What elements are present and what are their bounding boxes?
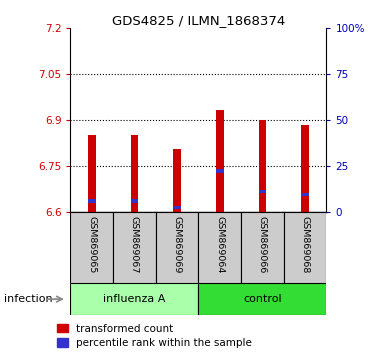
Text: infection: infection — [4, 294, 52, 304]
Bar — [173, 149, 181, 212]
Bar — [113, 212, 156, 283]
Text: GSM869064: GSM869064 — [215, 216, 224, 273]
Bar — [216, 169, 224, 172]
Bar — [173, 206, 181, 209]
Bar — [301, 193, 309, 196]
Bar — [88, 135, 96, 212]
Text: GSM869069: GSM869069 — [173, 216, 182, 273]
Bar — [131, 135, 138, 212]
Text: GSM869066: GSM869066 — [258, 216, 267, 273]
Bar — [241, 212, 284, 283]
Bar — [216, 110, 224, 212]
Text: influenza A: influenza A — [103, 294, 166, 304]
Bar — [131, 199, 138, 202]
Bar — [301, 125, 309, 212]
Text: GSM869068: GSM869068 — [301, 216, 310, 273]
Bar — [70, 283, 198, 315]
Text: GSM869065: GSM869065 — [87, 216, 96, 273]
Bar — [198, 283, 326, 315]
Bar — [156, 212, 198, 283]
Legend: transformed count, percentile rank within the sample: transformed count, percentile rank withi… — [57, 324, 252, 348]
Bar — [259, 120, 266, 212]
Bar — [259, 190, 266, 193]
Bar — [198, 212, 241, 283]
Bar — [284, 212, 326, 283]
Text: control: control — [243, 294, 282, 304]
Bar — [88, 199, 96, 203]
Title: GDS4825 / ILMN_1868374: GDS4825 / ILMN_1868374 — [112, 14, 285, 27]
Bar — [70, 212, 113, 283]
Text: GSM869067: GSM869067 — [130, 216, 139, 273]
